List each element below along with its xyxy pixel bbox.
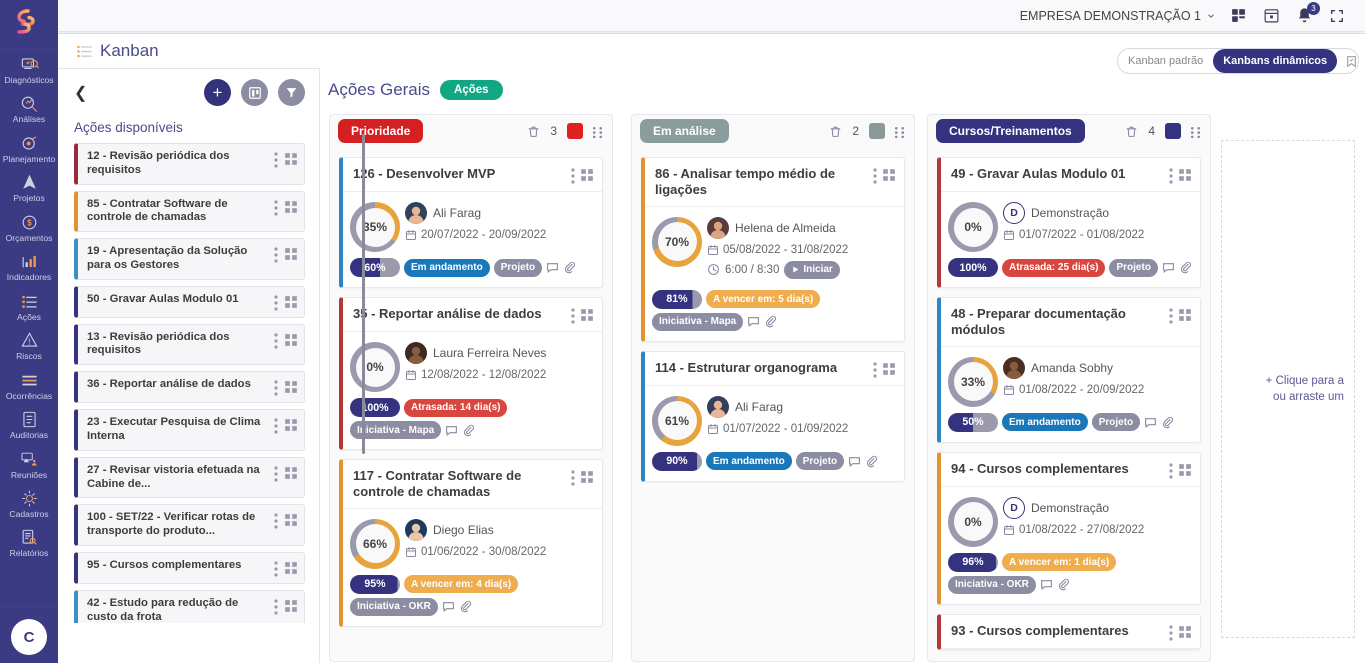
svg-text:$: $ <box>27 218 32 227</box>
